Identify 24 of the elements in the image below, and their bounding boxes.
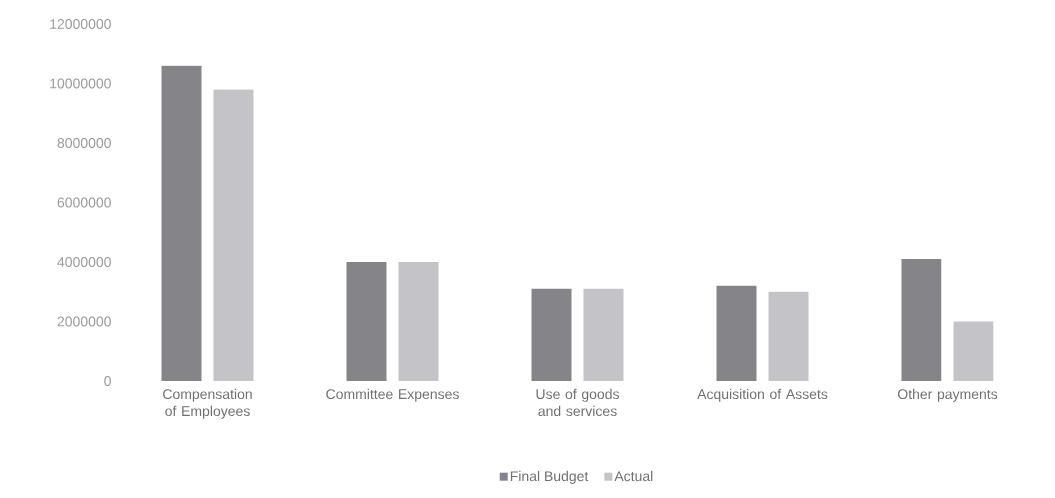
- bar: [346, 261, 387, 381]
- y-tick-label: 10000000: [50, 78, 111, 89]
- x-tick-label: Acquisition of Assets: [697, 388, 828, 402]
- x-tick-label: Committee Expenses: [326, 388, 459, 402]
- bar: [716, 285, 757, 381]
- bar: [953, 321, 994, 381]
- y-tick-label: 12000000: [50, 19, 111, 29]
- bar: [583, 288, 624, 381]
- legend-label: Actual: [614, 470, 653, 482]
- x-tick-label: Other payments: [897, 388, 998, 402]
- legend-label: Final Budget: [510, 470, 589, 484]
- y-tick-label: 4000000: [57, 257, 111, 267]
- y-tick-label: 2000000: [57, 316, 111, 327]
- y-tick-label: 8000000: [57, 138, 111, 148]
- bar: [161, 65, 202, 381]
- bar: [398, 261, 439, 381]
- x-tick-label: Compensation of Employees: [163, 388, 252, 419]
- bar: [531, 288, 572, 381]
- y-tick-label: 6000000: [57, 197, 111, 208]
- y-tick-label: 0: [104, 376, 111, 386]
- bar: [901, 259, 942, 381]
- bar: [768, 291, 809, 381]
- bar: [213, 89, 254, 381]
- x-tick-label: Use of goods and services: [536, 388, 619, 417]
